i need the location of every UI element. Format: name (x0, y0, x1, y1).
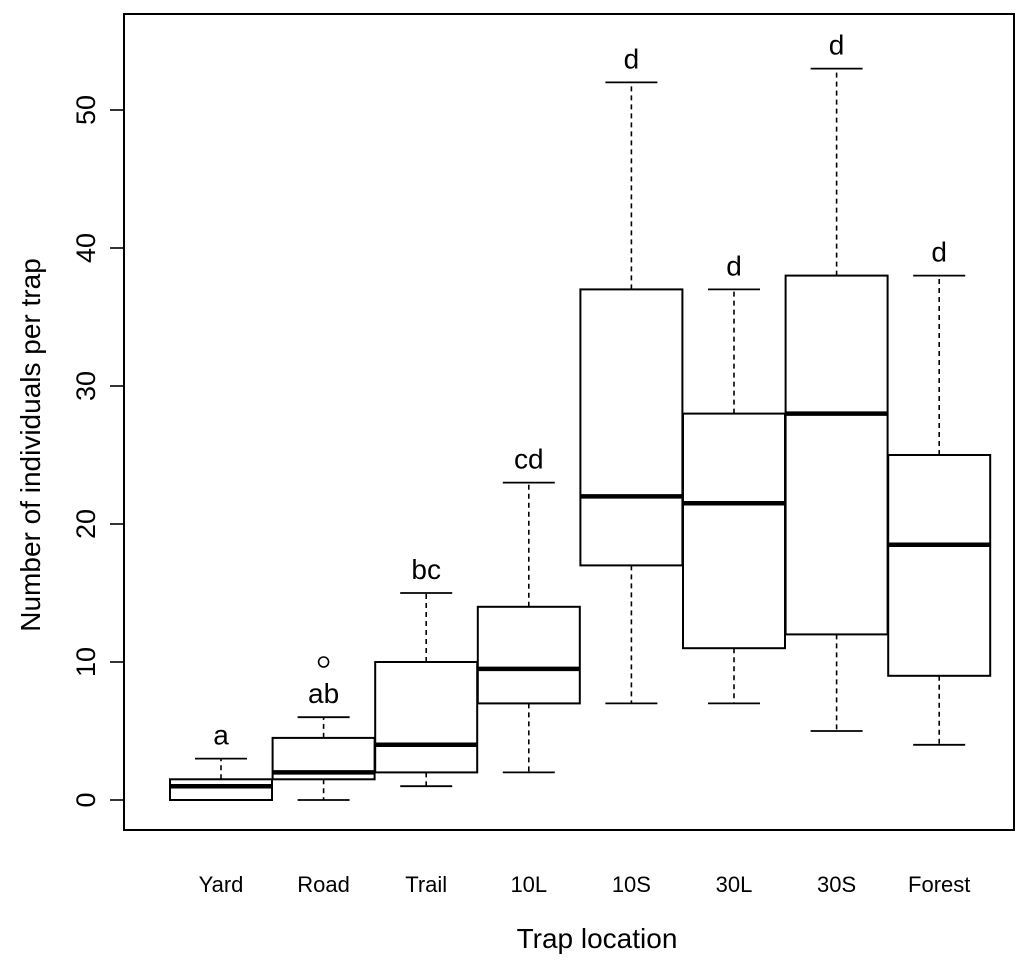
group-label: ab (308, 678, 339, 709)
x-tick-label: Yard (199, 872, 244, 897)
box-group-10s (579, 81, 684, 705)
x-tick-label: Trail (405, 872, 447, 897)
y-tick-label: 0 (71, 792, 101, 807)
group-label: a (213, 720, 229, 751)
x-tick-label: Forest (908, 872, 970, 897)
iqr-box (887, 454, 992, 677)
group-label: cd (514, 444, 544, 475)
y-tick-label: 50 (71, 95, 101, 125)
group-label: d (931, 237, 947, 268)
box-group-road (271, 656, 376, 801)
box-group-30s (784, 67, 889, 732)
iqr-box (682, 412, 786, 650)
box-group-trail (374, 592, 479, 788)
box-group-10l (476, 481, 581, 774)
group-label: d (829, 30, 845, 61)
box-group-30l (682, 288, 786, 705)
y-axis-ticks: 0 10 20 30 40 50 (71, 95, 124, 808)
x-axis-title: Trap location (517, 923, 678, 954)
iqr-box (476, 605, 581, 705)
y-axis-title: Number of individuals per trap (15, 258, 46, 632)
x-tick-label: 10L (510, 872, 547, 897)
boxes-layer (169, 67, 992, 801)
y-tick-label: 20 (71, 509, 101, 539)
iqr-box (579, 288, 684, 567)
iqr-box (374, 661, 479, 774)
x-tick-label: Road (297, 872, 350, 897)
group-label: bc (411, 554, 441, 585)
iqr-box (169, 778, 273, 801)
y-tick-label: 10 (71, 647, 101, 677)
outlier-point (317, 656, 330, 668)
iqr-box (784, 274, 889, 636)
x-tick-label: 10S (612, 872, 651, 897)
box-group-forest (887, 274, 992, 746)
box-group-yard (169, 757, 273, 801)
x-tick-label: 30S (817, 872, 856, 897)
x-axis-tick-labels: Yard Road Trail 10L 10S 30L 30S Forest (199, 872, 971, 897)
group-labels: a ab bc cd d d d d (213, 30, 947, 751)
group-label: d (726, 250, 742, 281)
y-tick-label: 40 (71, 233, 101, 263)
x-tick-label: 30L (716, 872, 753, 897)
y-tick-label: 30 (71, 371, 101, 401)
group-label: d (624, 43, 640, 74)
